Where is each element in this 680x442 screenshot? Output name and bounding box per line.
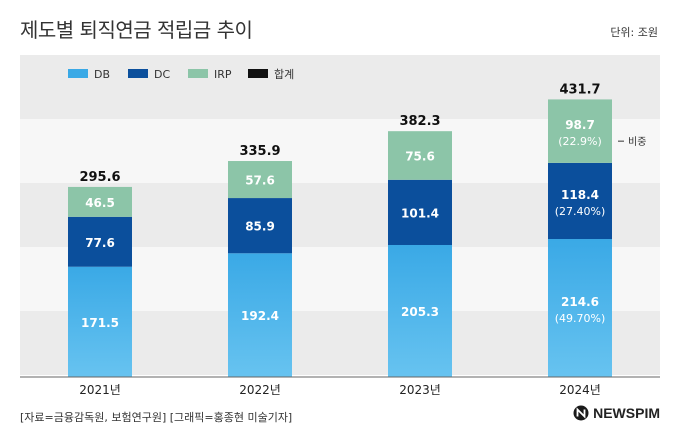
bar-db-2 — [388, 244, 452, 377]
value-label-irp-3: 98.7 — [565, 118, 595, 132]
category-label-0: 2021년 — [79, 383, 121, 397]
category-label-2: 2023년 — [399, 383, 441, 397]
bar-db-0 — [68, 266, 132, 377]
legend-swatch-db — [68, 69, 88, 78]
bar-irp-1 — [228, 161, 292, 199]
bar-db-1 — [228, 253, 292, 377]
unit-label: 단위: 조원 — [610, 26, 658, 39]
category-label-3: 2024년 — [559, 383, 601, 397]
value-label-db-2: 205.3 — [401, 305, 439, 319]
bar-irp-3 — [548, 99, 612, 163]
category-label-1: 2022년 — [239, 383, 281, 397]
value-label-dc-3: 118.4 — [561, 188, 599, 202]
total-label-0: 295.6 — [79, 170, 120, 185]
annotation-share-label: 비중 — [628, 136, 646, 148]
legend-swatch-dc — [128, 69, 148, 78]
value-label-dc-2: 101.4 — [401, 206, 439, 220]
chart-title: 제도별 퇴직연금 적립금 추이 — [20, 18, 253, 42]
value-label-irp-2: 75.6 — [405, 149, 435, 163]
value-label-db-1: 192.4 — [241, 309, 279, 323]
value-label-db-0: 171.5 — [81, 316, 119, 330]
legend-label-total: 합계 — [274, 68, 294, 81]
bar-dc-1 — [228, 198, 292, 254]
value-label-dc-0: 77.6 — [85, 236, 115, 250]
legend-swatch-합계 — [248, 69, 268, 78]
bar-dc-3 — [548, 162, 612, 240]
bar-dc-0 — [68, 216, 132, 267]
share-label-irp-3: (22.9%) — [558, 135, 602, 148]
value-label-dc-1: 85.9 — [245, 220, 275, 234]
share-label-db-3: (49.70%) — [555, 312, 606, 325]
source-caption: [자료=금융감독원, 보험연구원] [그래픽=홍종현 미술기자] — [20, 411, 293, 424]
share-label-dc-3: (27.40%) — [555, 205, 606, 218]
value-label-irp-1: 57.6 — [245, 174, 275, 188]
bar-irp-0 — [68, 186, 132, 217]
bar-irp-2 — [388, 131, 452, 180]
value-label-irp-0: 46.5 — [85, 196, 115, 210]
newspim-logo: NEWSPIM — [573, 405, 660, 421]
bar-db-3 — [548, 239, 612, 377]
legend-label-db: DB — [94, 68, 110, 81]
newspim-logo-icon — [573, 405, 589, 421]
legend-label-dc: DC — [154, 68, 170, 81]
value-label-db-3: 214.6 — [561, 295, 599, 309]
total-label-2: 382.3 — [399, 114, 440, 129]
bar-dc-2 — [388, 179, 452, 245]
newspim-logo-text: NEWSPIM — [593, 405, 660, 421]
legend-label-irp: IRP — [214, 68, 232, 81]
legend-swatch-irp — [188, 69, 208, 78]
total-label-1: 335.9 — [239, 144, 280, 159]
total-label-3: 431.7 — [559, 82, 600, 97]
